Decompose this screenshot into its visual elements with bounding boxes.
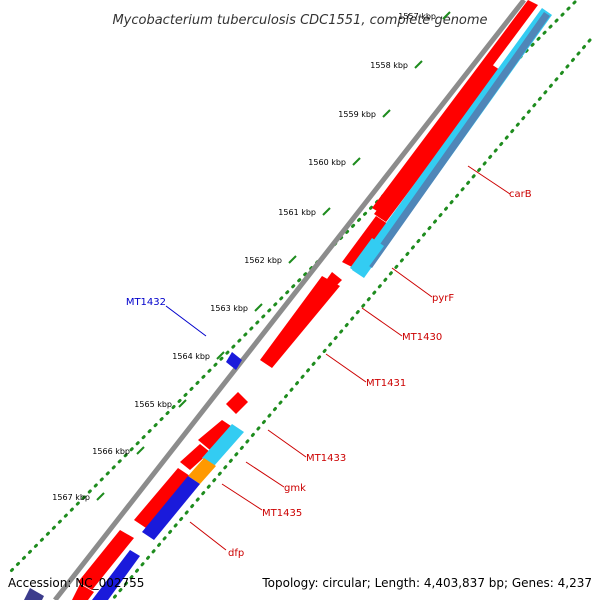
callout-line-mt1432 — [165, 305, 207, 337]
ruler-tick-label: 1562 kbp — [244, 256, 282, 265]
gene-MT1432[interactable] — [226, 352, 242, 370]
ruler-tick: 1560 kbp — [308, 157, 361, 167]
accession-text: Accession: NC_002755 — [8, 576, 144, 590]
ruler-tick: 1561 kbp — [278, 207, 331, 217]
gene-label-gmk[interactable]: gmk — [284, 483, 306, 494]
ruler-ticks: 1557 kbp 1558 kbp 1559 kbp 1560 kbp 1561 kbp… — [52, 11, 451, 502]
ruler-tick-mark — [322, 207, 331, 216]
gene-label-mt1431[interactable]: MT1431 — [366, 378, 406, 389]
ruler-tick: 1558 kbp — [370, 60, 423, 70]
ruler-tick-mark — [136, 446, 145, 455]
gene-label-dfp[interactable]: dfp — [228, 548, 244, 559]
gene-carB-inner[interactable] — [366, 12, 550, 268]
gene-forward-e[interactable] — [72, 584, 94, 600]
ruler-tick: 1566 kbp — [92, 446, 145, 456]
gene-label-carb[interactable]: carB — [509, 189, 532, 200]
gene-MT1435[interactable] — [142, 476, 200, 540]
ruler-tick-mark — [178, 399, 187, 408]
callout-line-gmk — [245, 461, 285, 488]
gene-gmk[interactable] — [202, 424, 244, 466]
gene-MT1430[interactable] — [260, 276, 340, 368]
ruler-tick-mark — [352, 157, 361, 166]
gene-pyrF[interactable] — [350, 238, 384, 276]
ruler-tick-label: 1563 kbp — [210, 304, 248, 313]
callout-line-pyrf — [391, 267, 433, 298]
ruler-tick: 1562 kbp — [244, 255, 297, 265]
ruler-tick-label: 1557 kbp — [398, 12, 436, 21]
ruler-tick: 1559 kbp — [338, 109, 391, 119]
gene-forward-a[interactable] — [198, 420, 234, 450]
gene-label-mt1433[interactable]: MT1433 — [306, 453, 346, 464]
ruler-tick: 1565 kbp — [134, 399, 187, 409]
gene-callout-mt1432: MT1432 — [126, 297, 207, 337]
ruler-tick: 1557 kbp — [398, 11, 451, 21]
ruler-tick-mark — [288, 255, 297, 264]
ruler-tick-label: 1564 kbp — [172, 352, 210, 361]
gene-reverse-corner[interactable] — [24, 588, 44, 600]
ruler-tick: 1567 kbp — [52, 492, 105, 502]
callout-line-mt1433 — [267, 429, 307, 458]
gene-dfp[interactable] — [92, 550, 140, 600]
gene-forward-c[interactable] — [134, 468, 190, 528]
gene-label-mt1432[interactable]: MT1432 — [126, 297, 166, 308]
gene-forward-d[interactable] — [78, 530, 134, 590]
gene-label-mt1430[interactable]: MT1430 — [402, 332, 442, 343]
ruler-tick-mark — [414, 60, 423, 69]
gene-MT1430-head[interactable] — [322, 272, 342, 292]
gene-callout-mt1435: MT1435 — [221, 483, 302, 519]
gene-labels: carB pyrF MT1432 MT1430 MT1431 MT1433 gmk MT143… — [126, 165, 532, 559]
gene-MT1433[interactable] — [226, 392, 248, 414]
ruler-tick: 1563 kbp — [210, 303, 263, 313]
callout-line-carb — [467, 165, 511, 195]
ruler-tick-label: 1560 kbp — [308, 158, 346, 167]
gene-callout-pyrf: pyrF — [391, 267, 454, 304]
ruler-tick-mark — [216, 351, 225, 360]
ruler-tick-label: 1558 kbp — [370, 61, 408, 70]
ruler-tick-label: 1565 kbp — [134, 400, 172, 409]
ruler-tick-mark — [382, 109, 391, 118]
gene-forward-b[interactable] — [180, 444, 210, 470]
gene-forward-upper[interactable] — [374, 62, 500, 222]
gene-callout-mt1433: MT1433 — [267, 429, 346, 464]
callout-line-mt1431 — [325, 353, 367, 383]
gene-callout-mt1430: MT1430 — [361, 307, 442, 343]
map-title: Mycobacterium tuberculosis CDC1551, comp… — [112, 13, 487, 28]
ruler-tick-label: 1559 kbp — [338, 110, 376, 119]
gene-callout-gmk: gmk — [245, 461, 306, 494]
ruler-tick: 1564 kbp — [172, 351, 225, 361]
gene-features — [24, 0, 552, 600]
callout-line-dfp — [189, 521, 227, 551]
gene-callout-dfp: dfp — [189, 521, 244, 559]
topology-summary: Topology: circular; Length: 4,403,837 bp… — [261, 576, 592, 590]
outer-ruler-track — [8, 0, 577, 574]
gene-callout-carb: carB — [467, 165, 532, 200]
ruler-tick-mark — [96, 492, 105, 501]
ruler-tick-label: 1567 kbp — [52, 493, 90, 502]
gene-label-mt1435[interactable]: MT1435 — [262, 508, 302, 519]
ruler-tick-mark — [254, 303, 263, 312]
genome-backbone — [53, 0, 526, 600]
ruler-tick-label: 1566 kbp — [92, 447, 130, 456]
gene-label-pyrf[interactable]: pyrF — [432, 293, 454, 304]
inner-ruler-track — [110, 38, 592, 600]
ruler-tick-label: 1561 kbp — [278, 208, 316, 217]
callout-line-mt1430 — [361, 307, 403, 337]
gene-gmk-orange[interactable] — [188, 458, 216, 484]
ruler-tick-mark — [442, 11, 451, 20]
gene-callout-mt1431: MT1431 — [325, 353, 406, 389]
gene-pyrF-forward[interactable] — [342, 216, 388, 268]
callout-line-mt1435 — [221, 483, 263, 511]
